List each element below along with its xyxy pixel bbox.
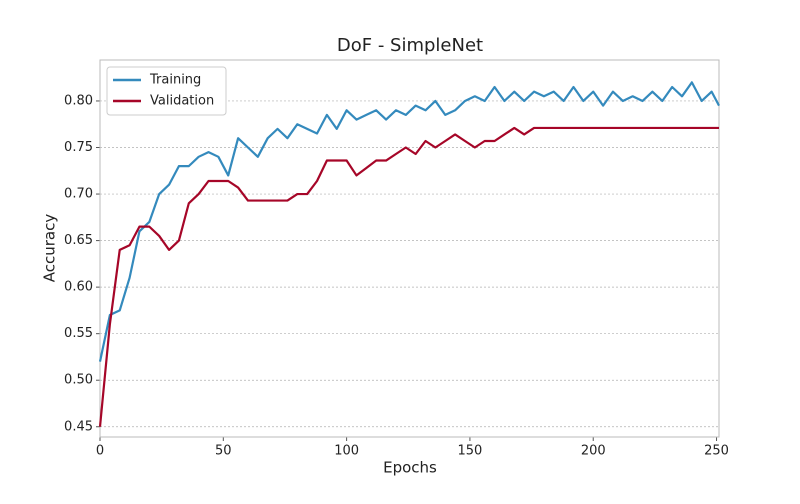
x-tick-label: 250 (704, 444, 729, 459)
y-tick-label: 0.70 (64, 187, 93, 202)
legend-label: Training (149, 73, 201, 88)
x-axis-label: Epochs (383, 459, 437, 477)
y-tick-label: 0.55 (64, 326, 93, 341)
y-tick-label: 0.75 (64, 140, 93, 155)
x-tick-label: 150 (458, 444, 483, 459)
x-tick-label: 50 (215, 444, 232, 459)
x-tick-label: 100 (334, 444, 359, 459)
legend-label: Validation (150, 94, 214, 109)
x-tick-label: 200 (581, 444, 606, 459)
plot-frame (99, 59, 720, 438)
y-tick-label: 0.60 (64, 280, 93, 295)
data-line (98, 126, 719, 427)
x-tick-label: 0 (96, 444, 104, 459)
y-axis-label: Accuracy (41, 214, 59, 283)
data-line (98, 81, 720, 362)
y-tick-label: 0.65 (64, 233, 93, 248)
y-tick-label: 0.45 (64, 419, 93, 434)
y-tick-label: 0.50 (64, 373, 93, 388)
chart-title: DoF - SimpleNet (337, 35, 483, 56)
y-tick-label: 0.80 (64, 93, 93, 108)
